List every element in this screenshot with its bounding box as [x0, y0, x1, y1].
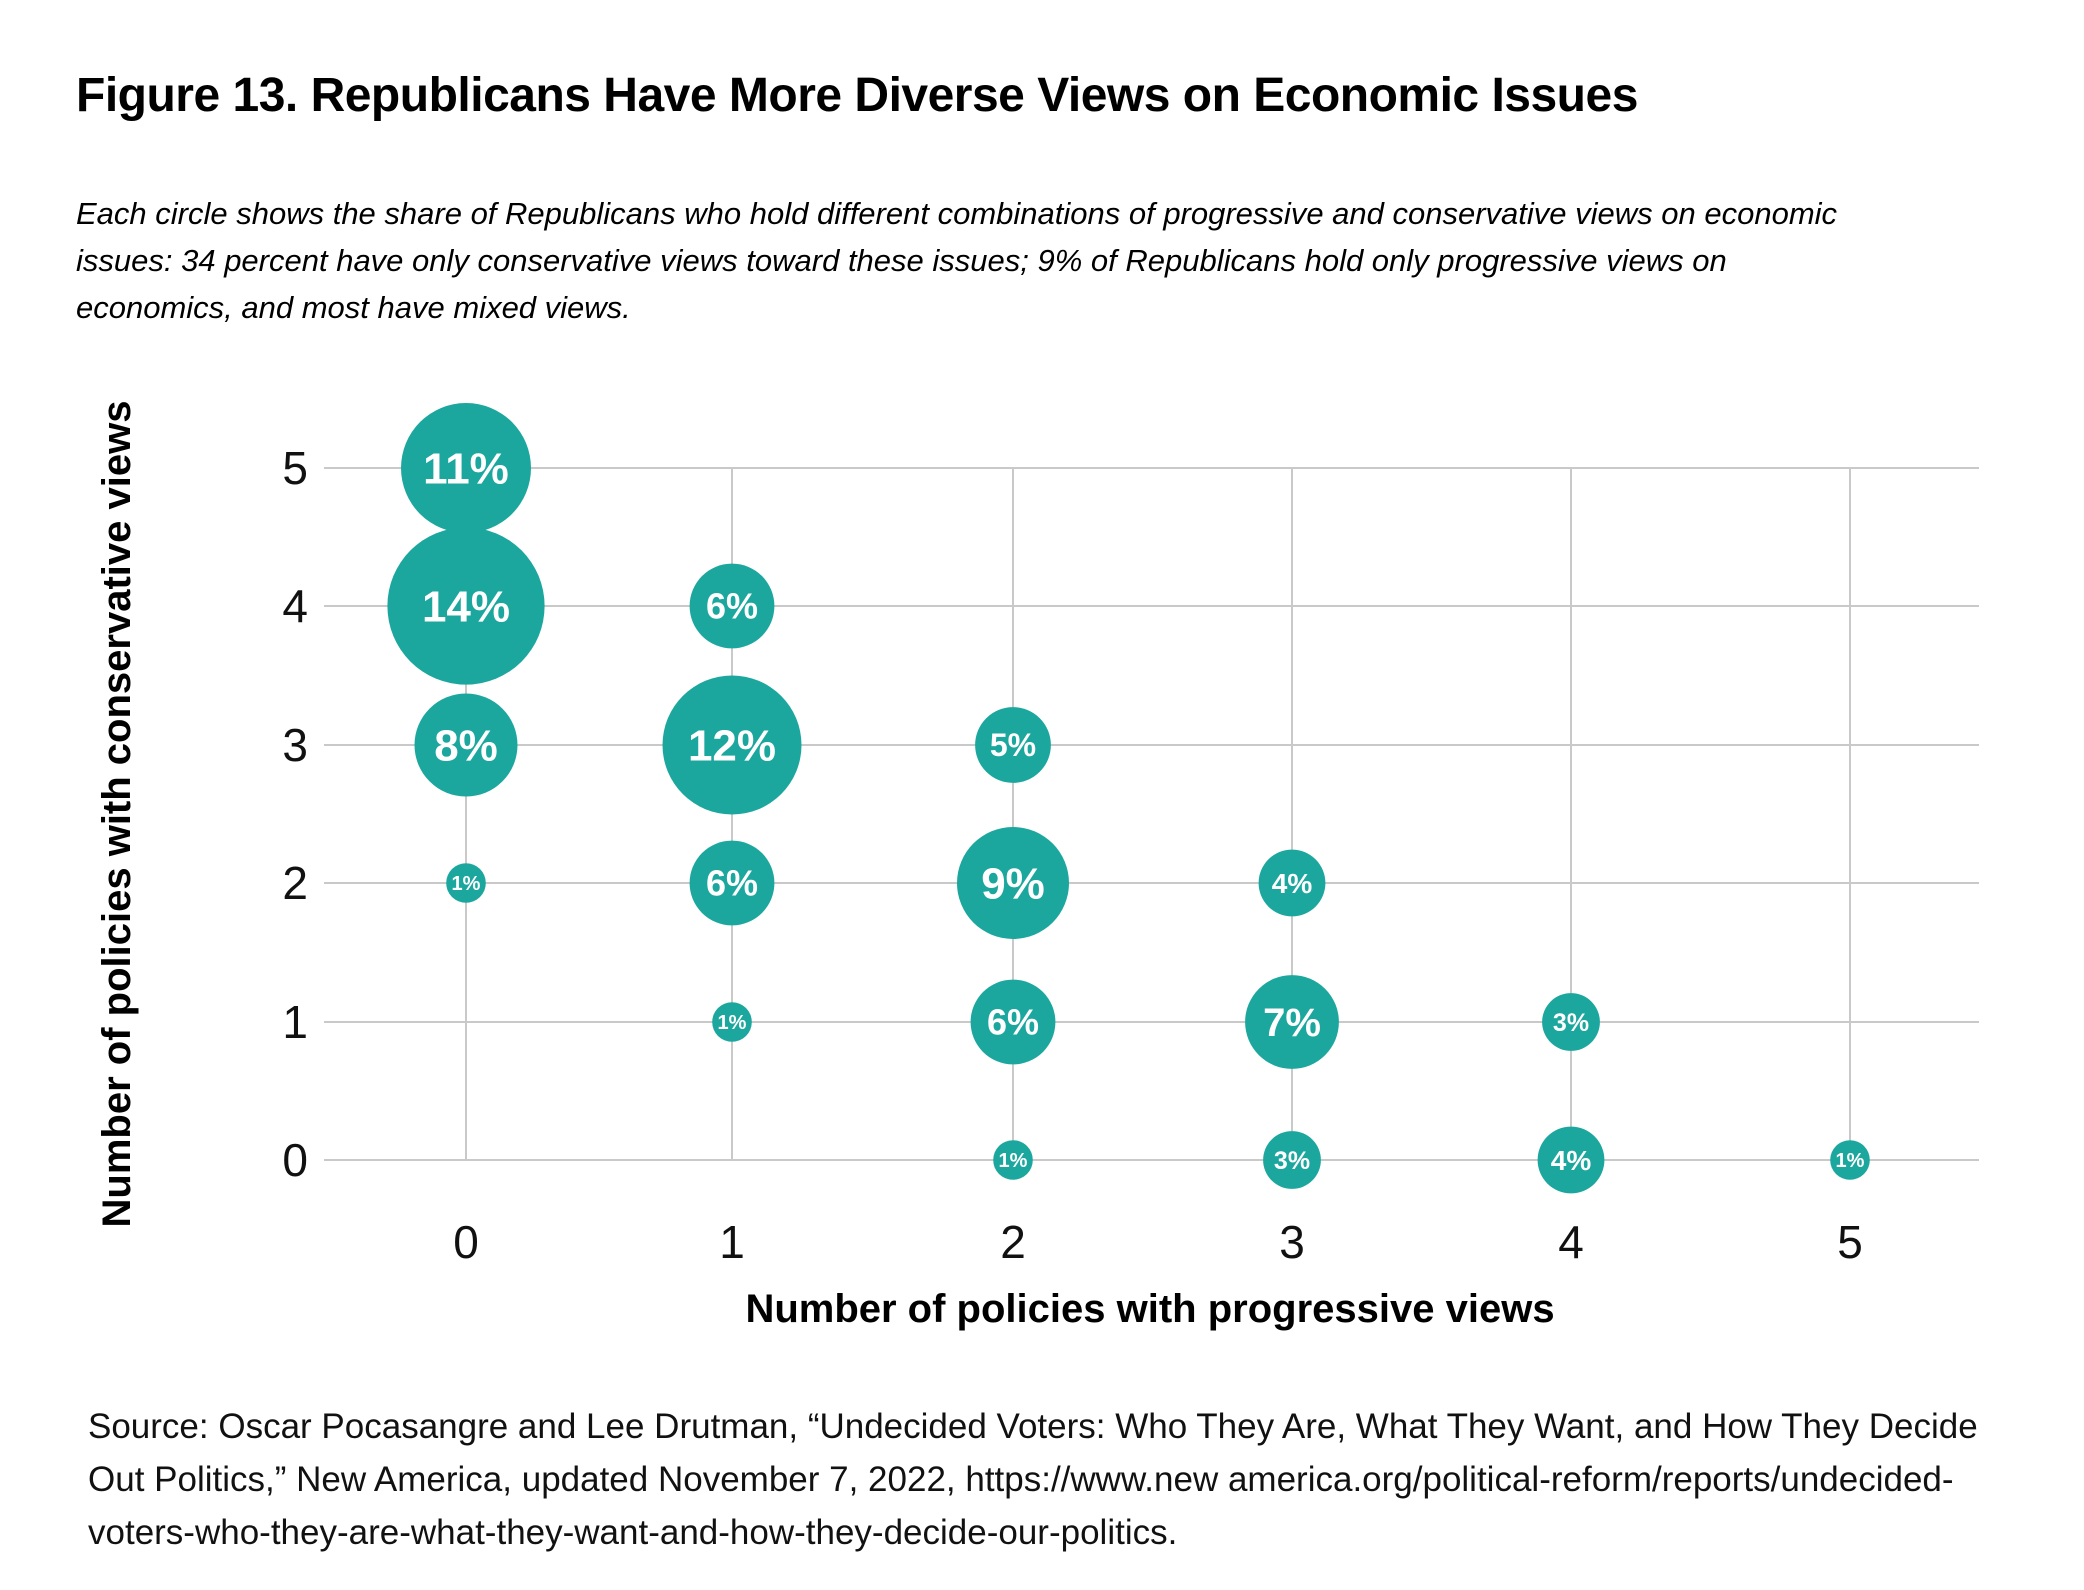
y-tick-label-1: 1 — [282, 996, 308, 1048]
bubble-x2-y0 — [993, 1140, 1033, 1180]
subtitle-line-1: Each circle shows the share of Republica… — [76, 196, 1838, 231]
y-tick-label-2: 2 — [282, 857, 308, 909]
subtitle-line-2: issues: 34 percent have only conservativ… — [76, 243, 1727, 278]
x-tick-label-1: 1 — [719, 1216, 745, 1268]
bubble-x0-y2 — [446, 863, 486, 903]
bubble-x1-y3 — [662, 675, 802, 815]
bubble-x2-y3 — [975, 707, 1051, 783]
bubble-label-x3-y1: 7% — [1263, 1001, 1321, 1045]
source-note: Source: Oscar Pocasangre and Lee Drutman… — [88, 1400, 1978, 1559]
figure-subtitle: Each circle shows the share of Republica… — [76, 190, 1837, 331]
bubble-x0-y3 — [414, 693, 518, 797]
bubble-x0-y4 — [387, 527, 545, 685]
x-tick-label-5: 5 — [1837, 1216, 1863, 1268]
y-tick-label-5: 5 — [282, 442, 308, 494]
x-axis-title: Number of policies with progressive view… — [745, 1287, 1554, 1331]
bubble-label-x2-y0: 1% — [999, 1150, 1028, 1172]
bubble-x3-y1 — [1245, 975, 1339, 1069]
bubble-x4-y0 — [1537, 1126, 1605, 1194]
bubble-label-x0-y3: 8% — [434, 721, 498, 770]
y-tick-label-3: 3 — [282, 719, 308, 771]
bubble-label-x0-y4: 14% — [422, 582, 510, 631]
bubble-label-x2-y1: 6% — [987, 1002, 1039, 1043]
bubble-x2-y1 — [970, 979, 1056, 1065]
bubble-x1-y4 — [689, 563, 775, 649]
subtitle-line-3: economics, and most have mixed views. — [76, 290, 631, 325]
x-tick-label-3: 3 — [1279, 1216, 1305, 1268]
bubble-label-x1-y1: 1% — [718, 1012, 747, 1034]
y-axis-title: Number of policies with conservative vie… — [95, 401, 139, 1228]
bubble-x5-y0 — [1830, 1140, 1870, 1180]
bubble-label-x4-y1: 3% — [1553, 1009, 1589, 1037]
bubble-label-x1-y2: 6% — [706, 863, 758, 904]
source-line-1: Source: Oscar Pocasangre and Lee Drutman… — [88, 1407, 1978, 1446]
bubble-x4-y1 — [1542, 993, 1600, 1051]
x-tick-label-2: 2 — [1000, 1216, 1026, 1268]
bubble-label-x1-y3: 12% — [688, 721, 776, 770]
bubble-x3-y0 — [1263, 1131, 1321, 1189]
bubble-label-x3-y0: 3% — [1274, 1147, 1310, 1175]
bubble-x1-y1 — [712, 1002, 752, 1042]
source-line-3: voters-who-they-are-what-they-want-and-h… — [88, 1513, 1178, 1552]
bubble-x1-y2 — [689, 840, 775, 926]
bubble-x2-y2 — [957, 827, 1069, 939]
y-tick-label-4: 4 — [282, 580, 308, 632]
x-tick-label-0: 0 — [453, 1216, 479, 1268]
bubble-label-x0-y5: 11% — [423, 444, 509, 493]
bubble-label-x2-y3: 5% — [990, 727, 1036, 763]
bubble-label-x5-y0: 1% — [1836, 1150, 1865, 1172]
y-tick-label-0: 0 — [282, 1134, 308, 1186]
source-line-2: Out Politics,” New America, updated Nove… — [88, 1460, 1954, 1499]
bubble-x0-y5 — [401, 403, 531, 533]
bubble-label-x0-y2: 1% — [452, 873, 481, 895]
bubble-label-x1-y4: 6% — [706, 586, 758, 627]
bubble-label-x4-y0: 4% — [1551, 1145, 1592, 1176]
figure-title: Figure 13. Republicans Have More Diverse… — [76, 69, 1638, 122]
bubble-x3-y2 — [1258, 849, 1326, 917]
bubble-label-x3-y2: 4% — [1272, 868, 1313, 899]
x-tick-label-4: 4 — [1558, 1216, 1584, 1268]
bubble-label-x2-y2: 9% — [981, 859, 1045, 908]
